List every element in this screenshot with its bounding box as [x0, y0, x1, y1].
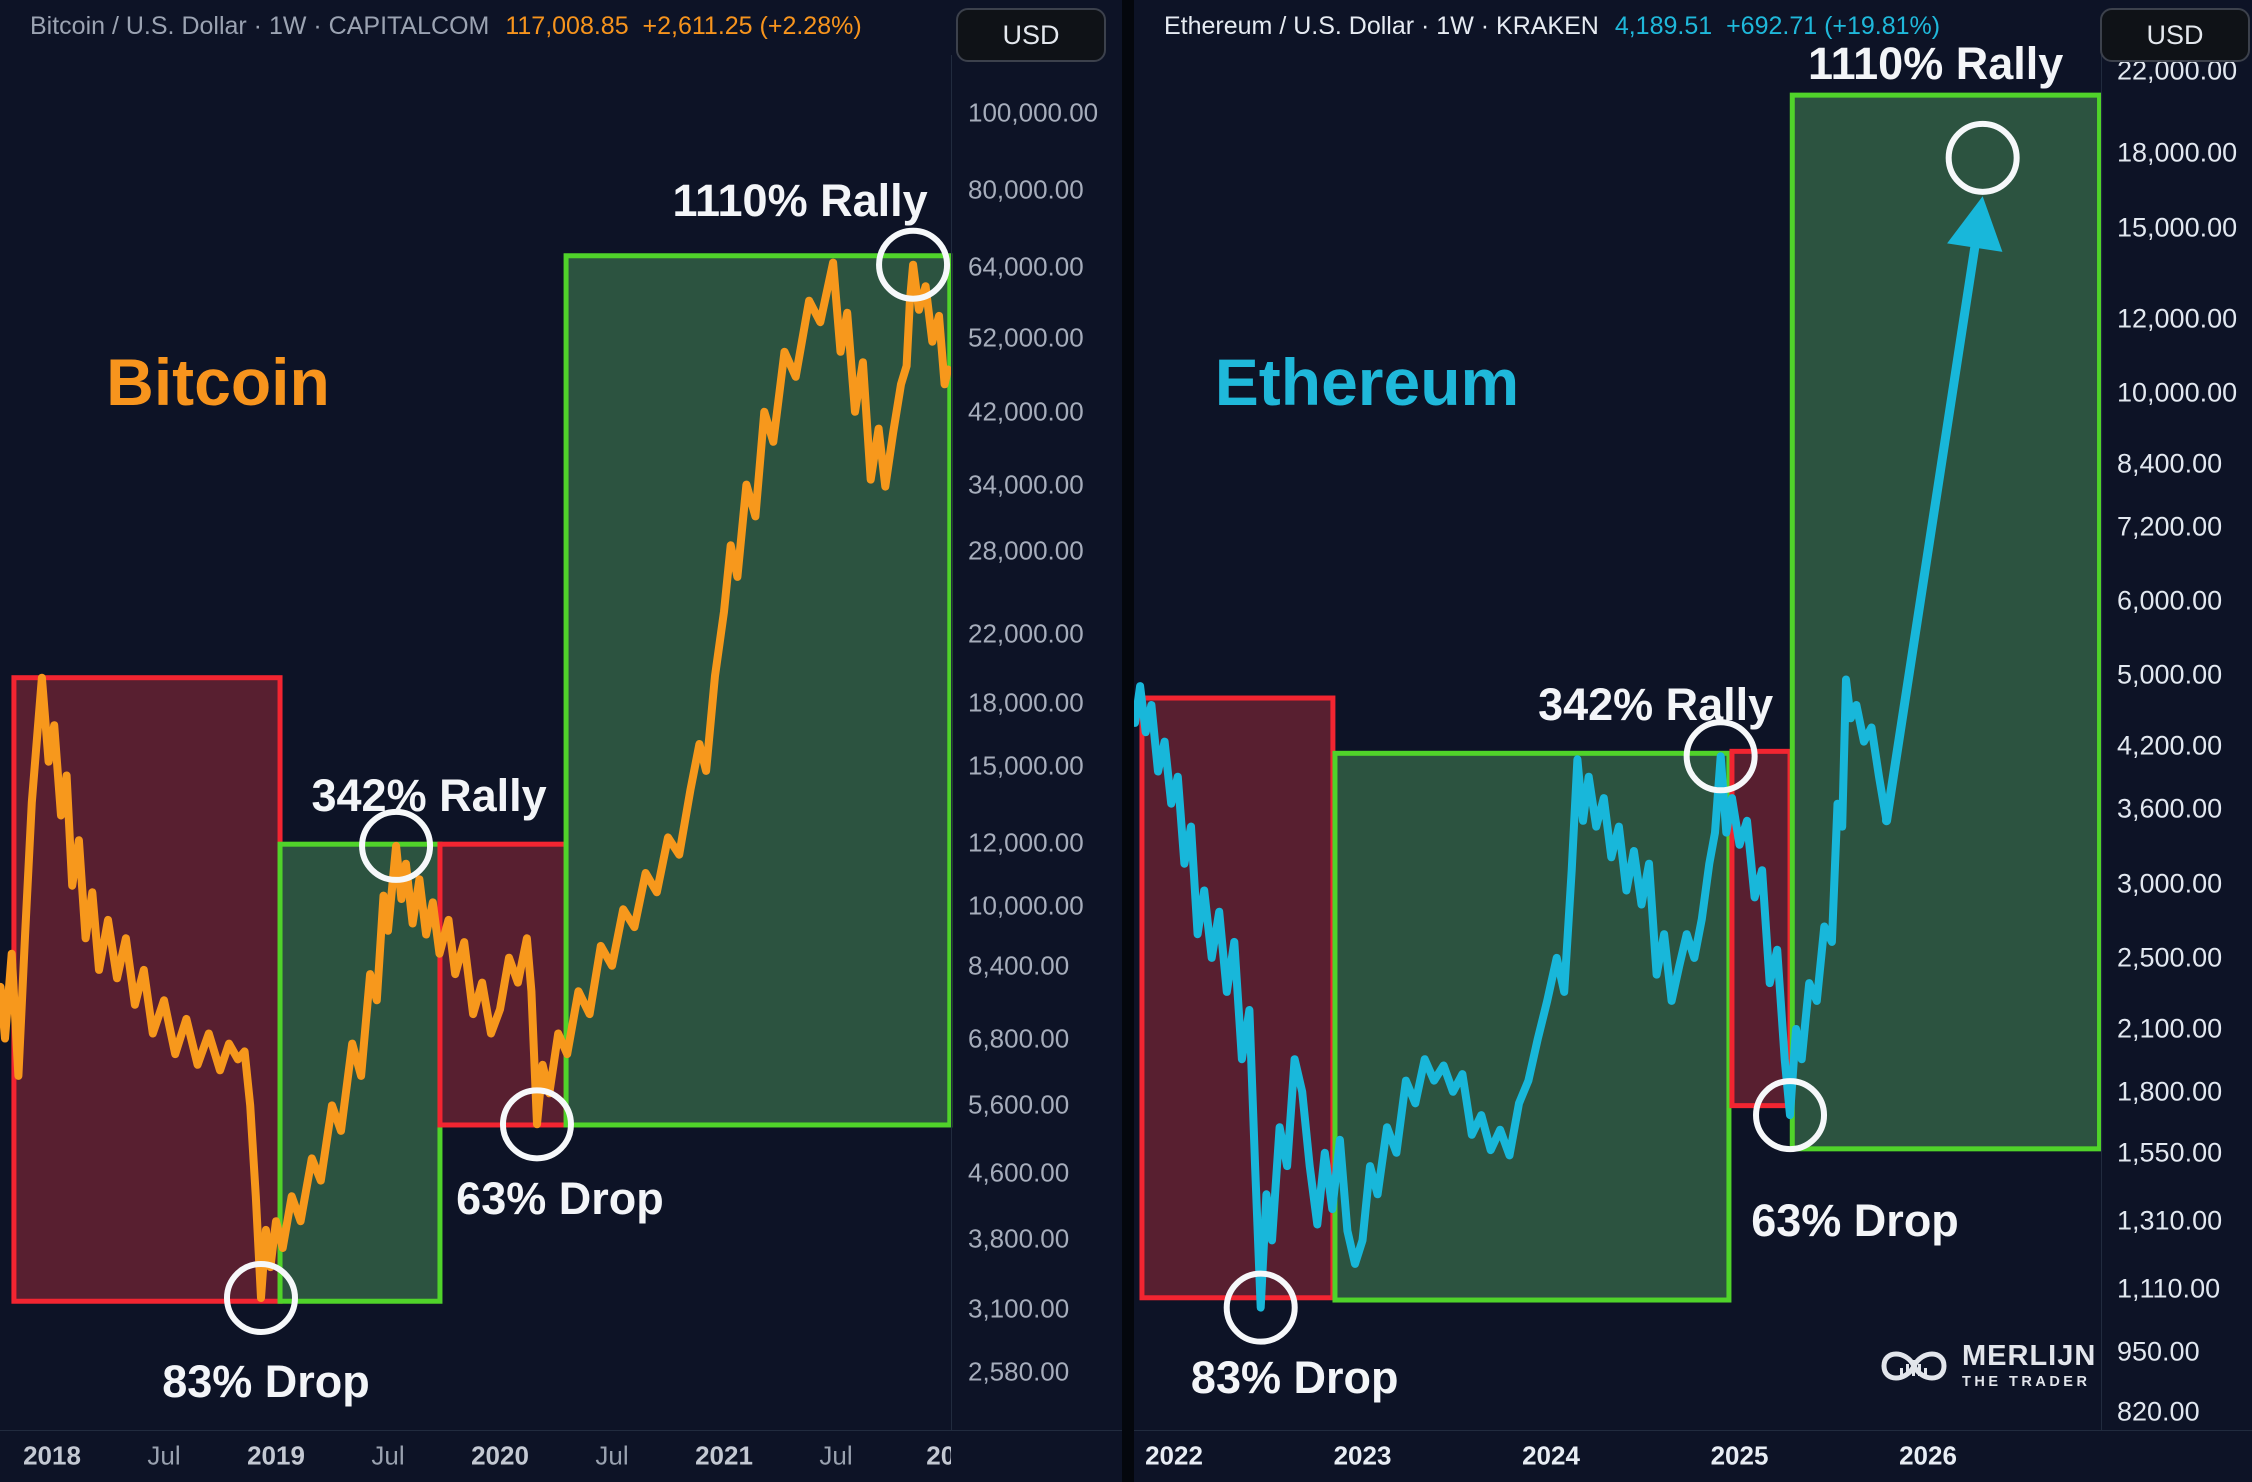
ethereum-time-tick: 2025 [1710, 1440, 1769, 1471]
bitcoin-price-tick: 18,000.00 [968, 687, 1084, 718]
ethereum-annotation-342-rally: 342% Rally [1538, 679, 1774, 731]
bitcoin-currency-button[interactable]: USD [956, 8, 1106, 62]
bitcoin-time-tick: Jul [147, 1440, 181, 1471]
ethereum-price-tick: 1,110.00 [2117, 1273, 2221, 1304]
bitcoin-price-tick: 6,800.00 [968, 1023, 1070, 1054]
bitcoin-time-tick: Jul [595, 1440, 629, 1471]
merlijn-the-trader-logo: MERLIJN THE TRADER [1876, 1338, 2096, 1394]
bitcoin-change: +2,611.25 (+2.28%) [642, 12, 862, 40]
bitcoin-price-tick: 22,000.00 [968, 618, 1084, 649]
bitcoin-time-tick: 202 [926, 1440, 951, 1471]
bitcoin-price-tick: 15,000.00 [968, 750, 1084, 781]
ethereum-price-tick: 2,500.00 [2117, 942, 2223, 973]
bitcoin-price-tick: 3,800.00 [968, 1223, 1070, 1254]
ethereum-price-tick: 8,400.00 [2117, 448, 2223, 479]
bitcoin-price-tick: 4,600.00 [968, 1157, 1070, 1188]
ethereum-price-tick: 15,000.00 [2117, 212, 2238, 243]
logo-line1: MERLIJN [1962, 1340, 2097, 1373]
ethereum-change: +692.71 (+19.81%) [1726, 12, 1941, 40]
bitcoin-time-tick: 2018 [23, 1440, 81, 1471]
ethereum-price-tick: 6,000.00 [2117, 585, 2223, 616]
ethereum-price-tick: 3,000.00 [2117, 868, 2223, 899]
bitcoin-price-tick: 28,000.00 [968, 535, 1084, 566]
logo-line2: THE TRADER [1962, 1374, 2091, 1391]
bitcoin-price-tick: 2,580.00 [968, 1356, 1070, 1387]
ethereum-symbol-label: Ethereum / U.S. Dollar · 1W · KRAKEN [1164, 12, 1599, 40]
ethereum-price-tick: 2,100.00 [2117, 1013, 2223, 1044]
ethereum-price-tick: 12,000.00 [2117, 303, 2238, 334]
bitcoin-symbol-label: Bitcoin / U.S. Dollar · 1W · CAPITALCOM [30, 12, 490, 40]
infinity-chart-icon [1881, 1351, 1947, 1381]
bitcoin-time-tick: 2020 [471, 1440, 529, 1471]
ethereum-price-tick: 7,200.00 [2117, 511, 2223, 542]
ethereum-watermark: Ethereum [1214, 345, 1520, 419]
bitcoin-price-tick: 100,000.00 [968, 97, 1099, 128]
bitcoin-watermark: Bitcoin [106, 345, 330, 419]
ethereum-price-tick: 1,800.00 [2117, 1076, 2223, 1107]
bitcoin-time-tick: Jul [819, 1440, 853, 1471]
ethereum-annotation-1110-rally: 1110% Rally [1808, 37, 2064, 89]
bitcoin-price-tick: 3,100.00 [968, 1293, 1070, 1324]
bitcoin-time-tick: Jul [371, 1440, 405, 1471]
ethereum-chart-panel: Ethereum / U.S. Dollar · 1W · KRAKEN 4,18… [1134, 0, 2252, 1482]
bitcoin-price-tick: 12,000.00 [968, 827, 1084, 858]
ethereum-time-tick: 2022 [1145, 1440, 1203, 1471]
bitcoin-annotation-63-drop: 63% Drop [456, 1173, 664, 1225]
ethereum-price-tick: 820.00 [2117, 1396, 2200, 1427]
ethereum-header: Ethereum / U.S. Dollar · 1W · KRAKEN 4,18… [1164, 12, 1940, 41]
bitcoin-time-scale[interactable]: 2018 Jul 2019 Jul 2020 Jul 2021 Jul 202 [0, 1430, 951, 1482]
bitcoin-price-tick: 80,000.00 [968, 174, 1084, 205]
ethereum-price-tick: 10,000.00 [2117, 377, 2238, 408]
ethereum-price-tick: 1,310.00 [2117, 1205, 2223, 1236]
ethereum-annotation-83-drop: 83% Drop [1190, 1351, 1399, 1403]
bitcoin-price-tick: 5,600.00 [968, 1089, 1070, 1120]
bitcoin-annotation-83-drop: 83% Drop [162, 1355, 370, 1407]
ethereum-time-tick: 2026 [1899, 1440, 1957, 1471]
ethereum-time-scale[interactable]: 2022 2023 2024 2025 2026 [1134, 1430, 2101, 1482]
panel-divider [1122, 0, 1134, 1482]
ethereum-price-tick: 4,200.00 [2117, 730, 2223, 761]
bitcoin-price-tick: 52,000.00 [968, 322, 1084, 353]
bitcoin-price-scale[interactable]: 100,000.00 80,000.00 64,000.00 52,000.00 42,… [968, 0, 1118, 1430]
left-price-scale-border [951, 55, 952, 1430]
ethereum-price-tick: 3,600.00 [2117, 793, 2223, 824]
bitcoin-price-tick: 64,000.00 [968, 251, 1084, 282]
right-price-scale-border [2101, 55, 2102, 1430]
ethereum-time-tick: 2024 [1522, 1440, 1580, 1471]
bitcoin-annotation-1110-rally: 1110% Rally [672, 174, 928, 226]
bitcoin-price-tick: 42,000.00 [968, 396, 1084, 427]
bitcoin-price-tick: 10,000.00 [968, 890, 1084, 921]
bitcoin-price-tick: 34,000.00 [968, 469, 1084, 500]
bitcoin-chart-panel: Bitcoin / U.S. Dollar · 1W · CAPITALCOM 1… [0, 0, 1122, 1482]
bitcoin-price: 117,008.85 [505, 12, 629, 40]
ethereum-price-scale[interactable]: 22,000.00 18,000.00 15,000.00 12,000.00 10,0… [2117, 0, 2252, 1430]
ethereum-price-tick: 18,000.00 [2117, 137, 2238, 168]
ethereum-price-tick: 950.00 [2117, 1336, 2200, 1367]
ethereum-price-tick: 1,550.00 [2117, 1137, 2223, 1168]
ethereum-price-tick: 5,000.00 [2117, 659, 2223, 690]
bitcoin-annotation-342-rally: 342% Rally [311, 769, 547, 821]
bitcoin-price-tick: 8,400.00 [968, 950, 1070, 981]
ethereum-currency-button[interactable]: USD [2100, 8, 2250, 62]
bitcoin-header: Bitcoin / U.S. Dollar · 1W · CAPITALCOM 1… [30, 12, 862, 41]
ethereum-price: 4,189.51 [1614, 12, 1713, 40]
ethereum-time-tick: 2023 [1333, 1440, 1392, 1471]
ethereum-annotation-63-drop: 63% Drop [1751, 1195, 1959, 1247]
bitcoin-time-tick: 2019 [247, 1440, 305, 1471]
bitcoin-time-tick: 2021 [695, 1440, 753, 1471]
